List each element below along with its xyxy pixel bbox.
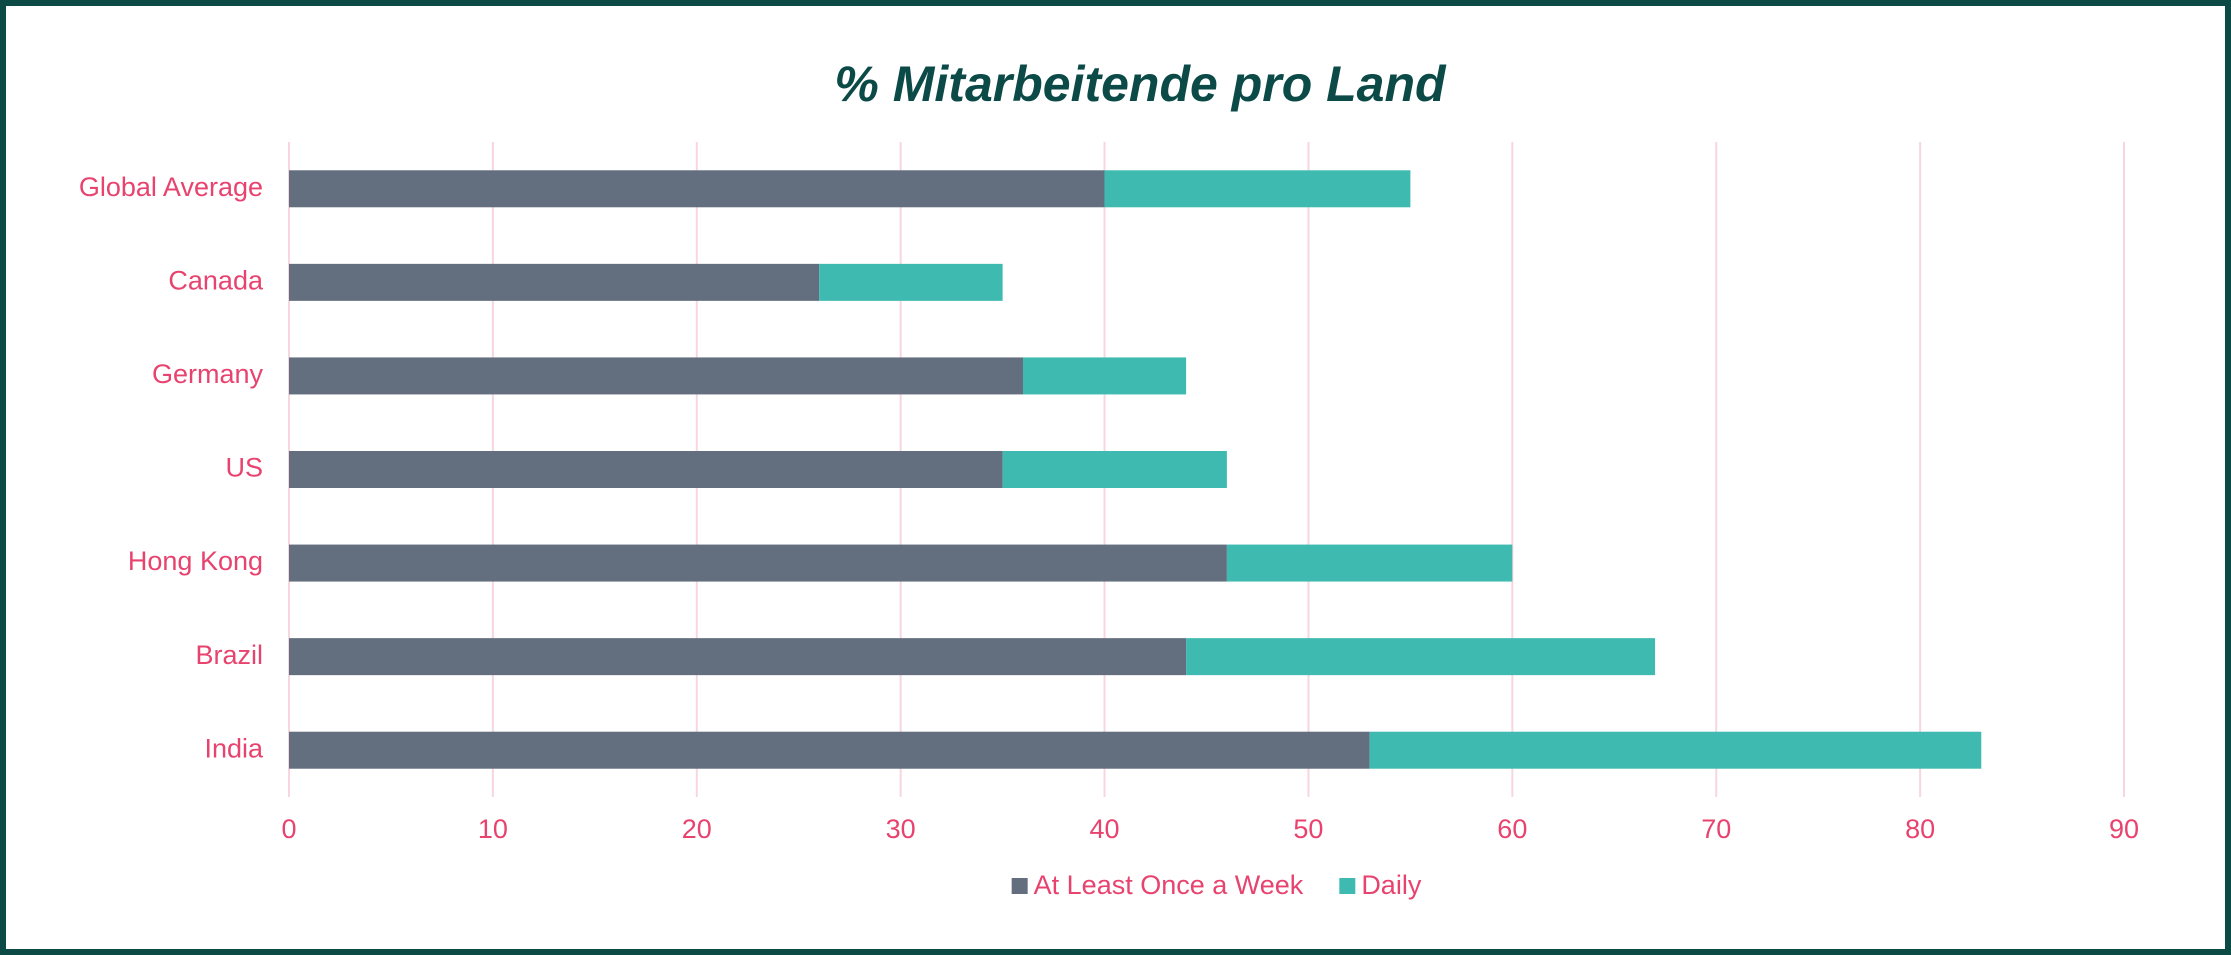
x-tick-label: 20 — [682, 814, 712, 844]
x-tick-label: 90 — [2109, 814, 2139, 844]
bar-segment — [1023, 357, 1187, 395]
grid — [288, 142, 2125, 797]
legend-swatch — [1011, 878, 1028, 894]
x-tick-label: 10 — [478, 814, 508, 844]
bar-segment — [289, 638, 1187, 676]
legend-label: Daily — [1361, 870, 1422, 900]
y-tick-label: US — [225, 453, 263, 483]
labels: 0 10 20 30 40 50 60 70 80 90 Global Average Canada G… — [79, 172, 2139, 844]
x-tick-label: 50 — [1293, 814, 1323, 844]
legend-label: At Least Once a Week — [1034, 870, 1304, 900]
y-tick-label: Germany — [152, 359, 264, 389]
bar-segment — [289, 263, 820, 301]
x-tick-label: 70 — [1701, 814, 1731, 844]
bar-segment — [289, 357, 1023, 395]
y-tick-label: Hong Kong — [128, 546, 263, 576]
bar-segment — [1104, 170, 1411, 208]
x-tick-label: 80 — [1905, 814, 1935, 844]
bar-segment — [289, 731, 1370, 769]
bar-segment — [1369, 731, 1982, 769]
x-tick-label: 60 — [1497, 814, 1527, 844]
bar-segment — [289, 451, 1003, 488]
x-tick-label: 0 — [281, 814, 296, 844]
y-tick-label: Global Average — [79, 172, 263, 202]
chart-title: % Mitarbeitende pro Land — [834, 56, 1447, 112]
bar-segment — [1226, 544, 1513, 582]
legend: At Least Once a Week Daily — [1011, 870, 1422, 900]
bar-segment — [1186, 638, 1656, 676]
bars — [289, 170, 1982, 769]
x-tick-label: 40 — [1090, 814, 1120, 844]
x-tick-label: 30 — [886, 814, 916, 844]
bar-segment — [819, 263, 1003, 301]
bar-segment — [1002, 451, 1227, 488]
y-tick-label: India — [204, 733, 264, 763]
y-tick-label: Canada — [168, 265, 264, 295]
y-tick-label: Brazil — [195, 640, 263, 670]
bar-segment — [289, 170, 1105, 208]
legend-swatch — [1339, 878, 1356, 894]
bar-segment — [289, 544, 1227, 582]
